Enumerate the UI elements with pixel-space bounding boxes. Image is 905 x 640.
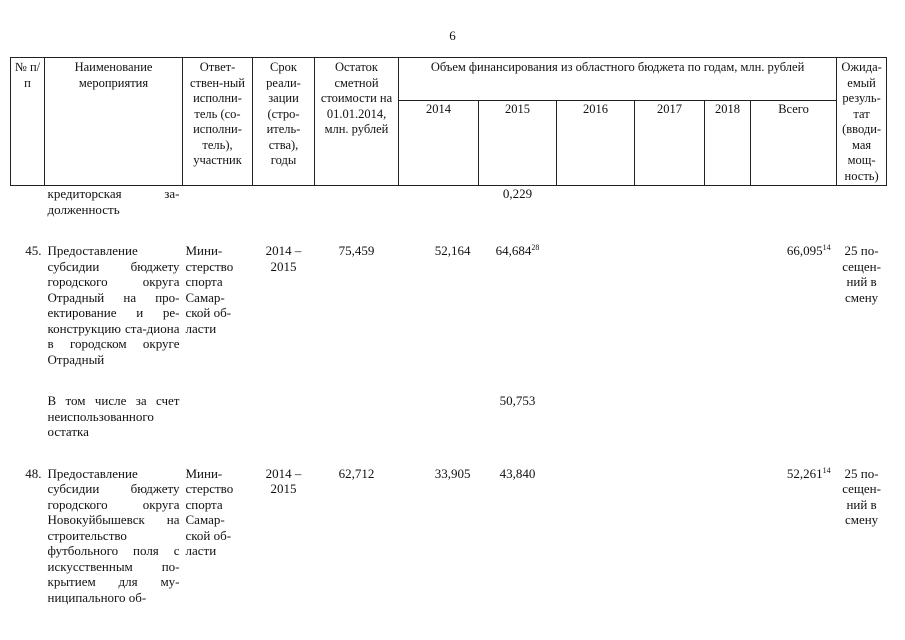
table-row: 45. Предоставление субсидии бюджету горо… — [11, 243, 887, 367]
header-result: Ожида-емый резуль-тат (вводи-мая мощ-нос… — [836, 57, 888, 186]
header-funding: Объем финансирования из областного бюдже… — [397, 57, 838, 101]
row-value-2015: 0,229 — [502, 186, 533, 201]
header-executor: Ответ-ствен-ный исполни-тель (со-исполни… — [182, 57, 253, 186]
row-value-2015: 50,753 — [499, 393, 536, 408]
footnote-ref: 28 — [531, 243, 540, 252]
header-num: № п/п — [10, 57, 45, 186]
table-row: кредиторская за-долженность 0,229 — [11, 186, 887, 218]
row-executor: Мини-стерство спорта Самар-ской об-ласти — [185, 243, 234, 336]
row-period: 2014 – 2015 — [265, 243, 302, 274]
header-year-2016: 2016 — [556, 100, 635, 186]
budget-table: № п/п Наименование мероприятия Ответ-ств… — [10, 57, 888, 606]
header-year-2015: 2015 — [478, 100, 557, 186]
row-result: 25 по-сещен-ний в смену — [842, 243, 881, 305]
table-body: кредиторская за-долженность 0,229 45. Пр… — [11, 186, 887, 606]
header-name: Наименование мероприятия — [44, 57, 183, 186]
row-name: Предоставление субсидии бюджету городско… — [47, 465, 180, 605]
row-total: 66,09514 — [751, 243, 837, 367]
header-year-2017: 2017 — [634, 100, 705, 186]
row-num: 48. — [25, 465, 42, 481]
table-row: В том числе за счет неиспользованного ос… — [11, 393, 887, 440]
row-balance: 75,459 — [338, 243, 375, 258]
table-row: 48. Предоставление субсидии бюджету горо… — [11, 466, 887, 606]
row-name: кредиторская за-долженность — [47, 186, 180, 217]
value-2015: 64,684 — [495, 243, 532, 258]
header-balance: Остаток сметной стоимости на 01.01.2014,… — [314, 57, 399, 186]
row-name: В том числе за счет неиспользованного ос… — [47, 393, 180, 439]
row-value-2014: 52,164 — [434, 243, 471, 258]
row-num: 45. — [25, 243, 42, 258]
row-value-2014: 33,905 — [434, 465, 471, 481]
table-header: № п/п Наименование мероприятия Ответ-ств… — [10, 57, 888, 186]
row-name: Предоставление субсидии бюджету городско… — [47, 243, 180, 367]
row-result: 25 по-сещен-ний в смену — [842, 465, 881, 528]
header-total: Всего — [749, 100, 838, 186]
header-period: Срок реали-зации (стро-итель-ства), годы — [252, 57, 315, 186]
footnote-ref: 14 — [822, 465, 831, 475]
row-value-2015: 64,68428 — [479, 243, 557, 367]
header-year-2014: 2014 — [398, 100, 479, 186]
row-value-2015: 43,840 — [499, 465, 536, 481]
footnote-ref: 14 — [822, 243, 831, 252]
row-balance: 62,712 — [338, 465, 375, 481]
row-period: 2014 – 2015 — [265, 465, 302, 497]
header-year-2018: 2018 — [704, 100, 751, 186]
total-value: 52,261 — [786, 465, 823, 481]
row-executor: Мини-стерство спорта Самар-ской об-ласти — [185, 465, 234, 559]
row-total: 52,26114 — [751, 466, 837, 606]
total-value: 66,095 — [786, 243, 823, 258]
page-number: 6 — [449, 28, 456, 43]
